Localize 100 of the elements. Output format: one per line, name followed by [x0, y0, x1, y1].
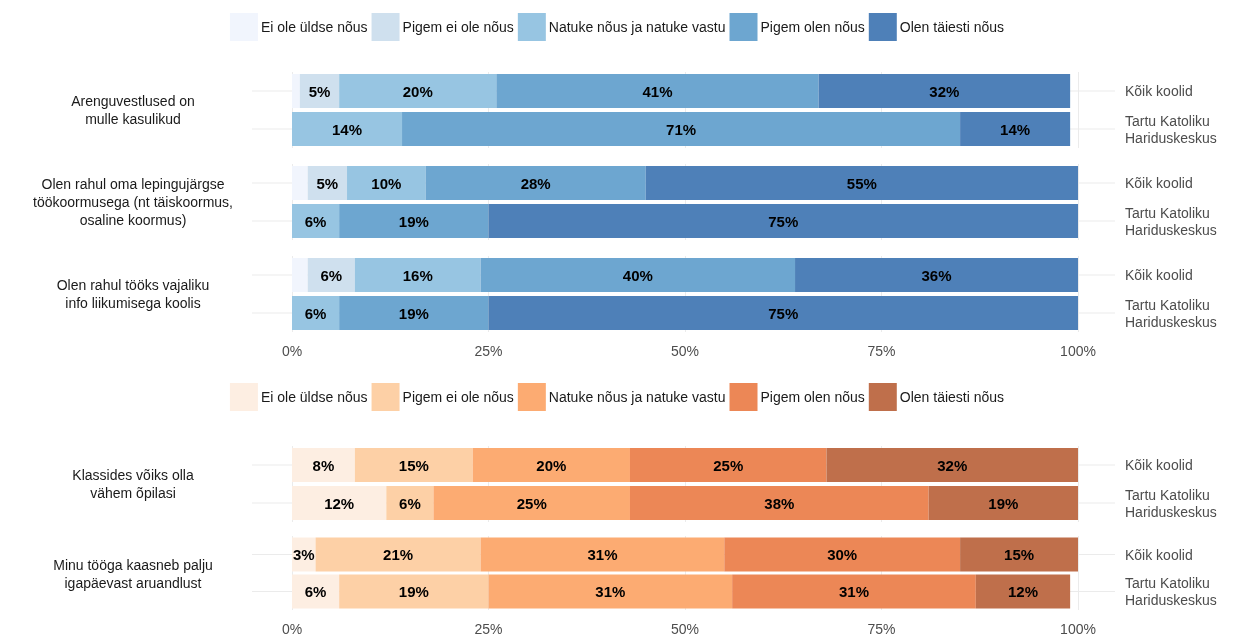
- data-label: 25%: [516, 494, 547, 512]
- data-label: 31%: [595, 583, 626, 600]
- data-label: 30%: [827, 546, 858, 563]
- bar: [292, 258, 308, 292]
- bar: [480, 537, 725, 572]
- bar: [960, 537, 1078, 572]
- data-label: 36%: [921, 266, 952, 284]
- bar: [339, 574, 489, 609]
- x-tick-label: 100%: [1060, 621, 1096, 636]
- data-label: 15%: [1004, 546, 1035, 563]
- bar: [629, 448, 827, 482]
- data-label: 3%: [292, 546, 315, 563]
- legend-label: Natuke nõus ja natuke vastu: [548, 19, 726, 35]
- data-label: 6%: [304, 212, 327, 230]
- data-label: 10%: [371, 174, 402, 192]
- data-label: 31%: [587, 546, 618, 563]
- data-label: 14%: [332, 120, 363, 138]
- data-label: 32%: [937, 456, 968, 474]
- data-label: 75%: [768, 212, 799, 230]
- bar: [629, 486, 929, 520]
- data-label: 20%: [402, 82, 433, 100]
- bar: [960, 112, 1071, 146]
- x-tick-label: 50%: [670, 621, 700, 636]
- y-tick-label: Tartu Katoliku Hariduskeskus: [1125, 204, 1217, 238]
- bar: [339, 204, 489, 238]
- data-label: 21%: [383, 546, 414, 563]
- bar: [732, 574, 976, 609]
- data-label: 12%: [1007, 583, 1038, 600]
- data-label: 19%: [988, 494, 1019, 512]
- data-label: 31%: [838, 583, 870, 600]
- data-label: 12%: [324, 494, 355, 512]
- y-axis-title: Minu tööga kaasneb palju igapäevast aruandlust: [53, 557, 213, 591]
- bar: [826, 448, 1078, 482]
- y-tick-label: Kõik koolid: [1125, 175, 1193, 191]
- bar: [488, 574, 733, 609]
- bar: [975, 574, 1071, 609]
- data-label: 6%: [320, 266, 343, 284]
- bar: [354, 258, 481, 292]
- bar: [645, 166, 1078, 200]
- x-tick-label: 0%: [281, 621, 303, 636]
- x-tick-label: 100%: [1060, 343, 1096, 359]
- data-label: 71%: [666, 120, 697, 138]
- bar: [795, 258, 1078, 292]
- bar: [818, 74, 1071, 108]
- data-label: 5%: [316, 174, 339, 192]
- y-tick-label: Tartu Katoliku Hariduskeskus: [1125, 486, 1217, 520]
- bar: [315, 537, 481, 572]
- bar: [433, 486, 630, 520]
- data-label: 15%: [398, 456, 429, 474]
- bar: [292, 448, 355, 482]
- data-label: 19%: [398, 212, 429, 230]
- data-label: 28%: [520, 174, 551, 192]
- y-axis-title: Arenguvestlused on mulle kasulikud: [71, 93, 195, 127]
- y-tick-label: Kõik koolid: [1125, 267, 1193, 283]
- bar: [307, 258, 355, 292]
- legend-label: Ei ole üldse nõus: [260, 19, 368, 35]
- y-tick-label: Kõik koolid: [1125, 546, 1193, 563]
- legend-label: Ei ole üldse nõus: [260, 389, 368, 405]
- data-label: 6%: [304, 583, 327, 600]
- legend-label: Pigem olen nõus: [760, 389, 865, 405]
- legend-label: Natuke nõus ja natuke vastu: [548, 389, 726, 405]
- bar: [480, 258, 796, 292]
- data-label: 14%: [1000, 120, 1031, 138]
- x-tick-label: 25%: [474, 343, 503, 359]
- bar: [339, 74, 497, 108]
- bar: [292, 486, 387, 520]
- y-tick-label: Kõik koolid: [1125, 457, 1193, 473]
- bar: [496, 74, 819, 108]
- y-axis-title: Olen rahul tööks vajaliku info liikumisega koolis: [56, 277, 210, 311]
- data-label: 16%: [402, 266, 433, 284]
- bar: [339, 296, 489, 330]
- x-tick-label: 25%: [474, 621, 503, 636]
- legend-label: Olen täiesti nõus: [899, 19, 1005, 35]
- bar: [472, 448, 630, 482]
- legend-label: Pigem ei ole nõus: [402, 19, 514, 35]
- bar: [354, 448, 473, 482]
- x-tick-label: 0%: [281, 343, 303, 359]
- data-label: 25%: [713, 456, 744, 474]
- data-label: 6%: [399, 494, 421, 512]
- data-label: 55%: [846, 174, 877, 192]
- bar: [488, 204, 1078, 238]
- y-axis-title: Klassides võiks olla vähem õpilasi: [72, 467, 194, 501]
- x-tick-label: 50%: [670, 343, 700, 359]
- bar: [292, 112, 403, 146]
- data-label: 19%: [398, 583, 429, 600]
- bar: [724, 537, 961, 572]
- data-label: 32%: [929, 82, 960, 100]
- y-axis-title: Olen rahul oma lepingujärgse töökoormusega (nt täiskoormus, osaline koormus): [33, 176, 233, 228]
- data-label: 20%: [536, 456, 567, 474]
- legend-label: Pigem olen nõus: [760, 19, 865, 35]
- bar: [402, 112, 961, 146]
- legend-label: Olen täiesti nõus: [899, 389, 1005, 405]
- data-label: 38%: [764, 494, 795, 512]
- data-label: 75%: [768, 304, 799, 322]
- bar: [425, 166, 646, 200]
- data-label: 19%: [398, 304, 429, 322]
- data-label: 5%: [308, 82, 331, 100]
- y-tick-label: Tartu Katoliku Hariduskeskus: [1125, 296, 1217, 330]
- y-tick-label: Kõik koolid: [1125, 83, 1193, 99]
- legend-label: Pigem ei ole nõus: [402, 389, 514, 405]
